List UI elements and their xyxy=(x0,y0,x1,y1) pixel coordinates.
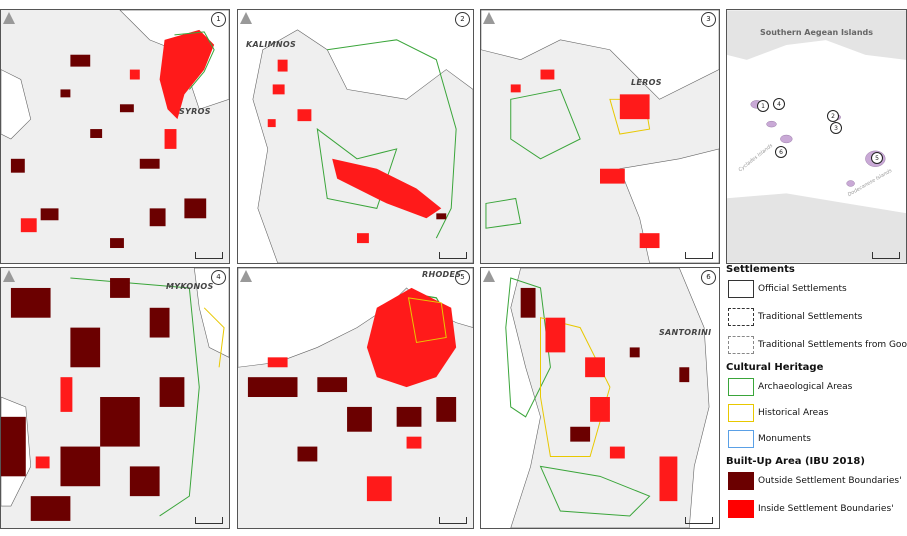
official-swatch xyxy=(728,280,754,298)
outside-patches xyxy=(247,377,457,462)
archaeological-boundary xyxy=(327,39,457,239)
mykonos-map xyxy=(1,268,229,528)
sea-area xyxy=(481,10,719,100)
inside-patches xyxy=(267,357,422,502)
archaeological-boundary-2 xyxy=(539,465,651,517)
archaeological-swatch xyxy=(728,378,754,396)
overview-marker: 6 xyxy=(775,146,787,158)
scale-bar xyxy=(439,517,467,524)
legend-label: Official Settlements xyxy=(758,284,847,294)
outside-patches xyxy=(1,278,185,521)
scale-bar xyxy=(195,517,223,524)
map-panel-syros: 1 SYROS xyxy=(0,9,230,264)
map-panel-kalimnos: 2 KALIMNOS xyxy=(237,9,474,264)
north-arrow-icon xyxy=(3,270,15,282)
panel-number: 3 xyxy=(701,12,716,27)
island-label: RHODES xyxy=(422,270,462,279)
map-panel-santorini: 6 SANTORINI xyxy=(480,267,720,529)
overview-marker: 3 xyxy=(830,122,842,134)
overview-title: Southern Aegean Islands xyxy=(759,28,874,37)
traditional-swatch xyxy=(728,308,754,326)
crete xyxy=(727,193,906,263)
north-arrow-icon xyxy=(483,270,495,282)
legend-label: Monuments xyxy=(758,434,811,444)
inside-patches xyxy=(35,377,73,469)
historical-boundary xyxy=(203,307,225,368)
map-legend: Settlements Official Settlements Traditi… xyxy=(724,262,907,532)
archaeological-boundary-2 xyxy=(485,197,522,229)
outside-patches xyxy=(10,54,207,249)
outside-swatch xyxy=(728,472,754,490)
sea-area xyxy=(193,268,229,358)
mainland xyxy=(727,10,906,60)
map-panel-mykonos: 4 MYKONOS xyxy=(0,267,230,529)
panel-number: 5 xyxy=(455,270,470,285)
archaeological-boundary xyxy=(510,88,581,160)
legend-section-title: Built-Up Area (IBU 2018) xyxy=(726,456,865,467)
panel-number: 2 xyxy=(455,12,470,27)
overview-marker: 5 xyxy=(871,152,883,164)
overview-map xyxy=(727,10,906,263)
scattered-builtup xyxy=(267,59,369,244)
overview-map-panel: Southern Aegean Islands Cyclades Islands… xyxy=(726,9,907,264)
map-panel-rhodes: 5 RHODES xyxy=(237,267,474,529)
north-arrow-icon xyxy=(3,12,15,24)
scale-bar xyxy=(872,252,900,259)
island-label: LEROS xyxy=(631,78,662,87)
sea-area-2 xyxy=(1,69,32,140)
map-panel-leros: 3 LEROS xyxy=(480,9,720,264)
island-label: SANTORINI xyxy=(659,328,712,337)
inside-area xyxy=(332,158,442,219)
inside-patches xyxy=(20,69,177,233)
overview-marker: 4 xyxy=(773,98,785,110)
legend-label: Traditional Settlements from Goog xyxy=(758,340,907,350)
leros-map xyxy=(481,10,719,263)
scale-bar xyxy=(685,252,713,259)
traditional-google-swatch xyxy=(728,336,754,354)
overview-marker: 1 xyxy=(757,100,769,112)
historical-swatch xyxy=(728,404,754,422)
legend-section-title: Cultural Heritage xyxy=(726,362,824,373)
island-label: KALIMNOS xyxy=(246,40,297,49)
syros-map xyxy=(1,10,229,263)
inside-area xyxy=(366,287,457,388)
scale-bar xyxy=(685,517,713,524)
legend-label: Traditional Settlements xyxy=(758,312,863,322)
north-arrow-icon xyxy=(240,12,252,24)
scale-bar xyxy=(195,252,223,259)
inside-patches xyxy=(545,317,678,502)
island-label: SYROS xyxy=(179,107,211,116)
north-arrow-icon xyxy=(483,12,495,24)
scale-bar xyxy=(439,252,467,259)
santorini-map xyxy=(481,268,719,528)
legend-label: Inside Settlement Boundaries' xyxy=(758,504,894,514)
archaeological-boundary xyxy=(70,277,200,517)
panel-number: 6 xyxy=(701,270,716,285)
legend-label: Archaeological Areas xyxy=(758,382,853,392)
legend-label: Historical Areas xyxy=(758,408,829,418)
archaeological-boundary xyxy=(505,277,551,418)
monuments-swatch xyxy=(728,430,754,448)
legend-label: Outside Settlement Boundaries' xyxy=(758,476,902,486)
inside-patches xyxy=(510,69,660,249)
rhodes-map xyxy=(238,268,473,528)
overview-marker: 2 xyxy=(827,110,839,122)
outside-patches xyxy=(520,287,690,442)
panel-number: 4 xyxy=(211,270,226,285)
north-arrow-icon xyxy=(240,270,252,282)
archaeological-boundary xyxy=(174,31,215,90)
inside-swatch xyxy=(728,500,754,518)
island-label: MYKONOS xyxy=(166,282,214,291)
legend-section-title: Settlements xyxy=(726,264,795,275)
historical-boundary xyxy=(407,297,447,344)
kalimnos-map xyxy=(238,10,473,263)
panel-number: 1 xyxy=(211,12,226,27)
historical-boundary xyxy=(540,317,611,458)
inside-area xyxy=(159,29,215,120)
outside-patches xyxy=(436,213,447,220)
